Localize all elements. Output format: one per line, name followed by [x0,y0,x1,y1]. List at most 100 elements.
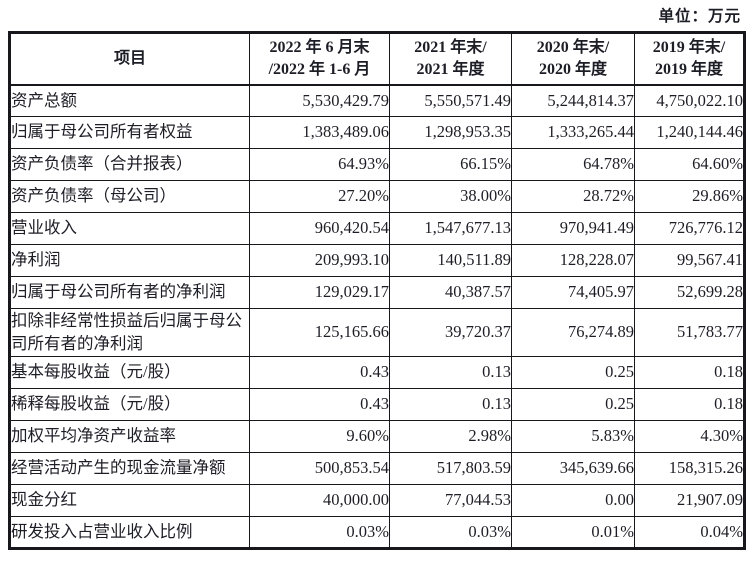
row-label: 资产总额 [9,84,250,117]
cell-value: 517,803.59 [389,452,512,485]
cell-value: 99,567.41 [634,244,745,277]
cell-value: 64.78% [511,148,635,181]
cell-value: 4.30% [634,420,745,453]
unit-label: 单位：万元 [658,8,741,25]
cell-value: 27.20% [249,180,390,213]
cell-value: 77,044.53 [389,484,512,517]
table-row: 资产负债率（合并报表） 64.93% 66.15% 64.78% 64.60% [9,148,745,181]
cell-value: 158,315.26 [634,452,745,485]
cell-value: 38.00% [389,180,512,213]
cell-value: 209,993.10 [249,244,390,277]
row-label: 现金分红 [9,484,250,517]
cell-value: 4,750,022.10 [634,84,745,117]
cell-value: 1,240,144.46 [634,116,745,149]
cell-value: 1,547,677.13 [389,212,512,245]
row-label: 基本每股收益（元/股） [9,356,250,389]
row-label: 归属于母公司所有者权益 [9,116,250,149]
header-line: 2020 年末/ [536,39,610,57]
table-row: 扣除非经常性损益后归属于母公司所有者的净利润 125,165.66 39,720… [9,308,745,357]
cell-value: 0.18 [634,356,745,389]
cell-value: 1,383,489.06 [249,116,390,149]
row-label: 资产负债率（母公司） [9,180,250,213]
row-label: 研发投入占营业收入比例 [9,516,250,549]
cell-value: 1,298,953.35 [389,116,512,149]
cell-value: 960,420.54 [249,212,390,245]
cell-value: 1,333,265.44 [511,116,635,149]
cell-value: 726,776.12 [634,212,745,245]
header-line: 2019 年末/ [652,39,726,57]
financial-summary-table: 项目 2022 年 6 月末 /2022 年 1-6 月 2021 年末/ 20… [8,31,746,550]
header-line: 2019 年度 [654,60,723,78]
cell-value: 39,720.37 [389,308,512,357]
header-period-2021: 2021 年末/ 2021 年度 [389,32,512,86]
cell-value: 74,405.97 [511,276,635,309]
cell-value: 345,639.66 [511,452,635,485]
header-line: 2021 年末/ [414,39,487,57]
cell-value: 5.83% [511,420,635,453]
cell-value: 0.04% [634,516,745,549]
row-label: 归属于母公司所有者的净利润 [9,276,250,309]
table-row: 净利润 209,993.10 140,511.89 128,228.07 99,… [9,244,745,277]
table-row: 研发投入占营业收入比例 0.03% 0.03% 0.01% 0.04% [9,516,745,549]
cell-value: 0.25 [511,356,635,389]
cell-value: 970,941.49 [511,212,635,245]
row-label: 稀释每股收益（元/股） [9,388,250,421]
cell-value: 0.03% [389,516,512,549]
cell-value: 40,387.57 [389,276,512,309]
cell-value: 21,907.09 [634,484,745,517]
table-row: 稀释每股收益（元/股） 0.43 0.13 0.25 0.18 [9,388,745,421]
row-label: 加权平均净资产收益率 [9,420,250,453]
row-label: 扣除非经常性损益后归属于母公司所有者的净利润 [9,308,250,357]
row-label: 资产负债率（合并报表） [9,148,250,181]
cell-value: 0.43 [249,356,390,389]
header-period-2020: 2020 年末/ 2020 年度 [511,32,635,86]
header-period-2019: 2019 年末/ 2019 年度 [634,32,745,86]
table-row: 加权平均净资产收益率 9.60% 2.98% 5.83% 4.30% [9,420,745,453]
header-line: 2022 年 6 月末 [269,39,370,57]
row-label: 净利润 [9,244,250,277]
cell-value: 0.00 [511,484,635,517]
cell-value: 129,029.17 [249,276,390,309]
header-line: 2021 年度 [416,60,485,78]
cell-value: 5,244,814.37 [511,84,635,117]
table-header-row: 项目 2022 年 6 月末 /2022 年 1-6 月 2021 年末/ 20… [9,32,745,86]
header-period-2022: 2022 年 6 月末 /2022 年 1-6 月 [249,32,390,86]
table-row: 营业收入 960,420.54 1,547,677.13 970,941.49 … [9,212,745,245]
header-line: 2020 年度 [538,60,607,78]
cell-value: 0.25 [511,388,635,421]
cell-value: 29.86% [634,180,745,213]
table-row: 资产负债率（母公司） 27.20% 38.00% 28.72% 29.86% [9,180,745,213]
cell-value: 64.60% [634,148,745,181]
cell-value: 5,550,571.49 [389,84,512,117]
cell-value: 51,783.77 [634,308,745,357]
cell-value: 76,274.89 [511,308,635,357]
table-row: 归属于母公司所有者权益 1,383,489.06 1,298,953.35 1,… [9,116,745,149]
cell-value: 0.01% [511,516,635,549]
cell-value: 2.98% [389,420,512,453]
cell-value: 40,000.00 [249,484,390,517]
table-row: 资产总额 5,530,429.79 5,550,571.49 5,244,814… [9,84,745,117]
header-item: 项目 [9,32,250,86]
row-label: 经营活动产生的现金流量净额 [9,452,250,485]
cell-value: 140,511.89 [389,244,512,277]
table-row: 经营活动产生的现金流量净额 500,853.54 517,803.59 345,… [9,452,745,485]
cell-value: 125,165.66 [249,308,390,357]
row-label: 营业收入 [9,212,250,245]
cell-value: 0.03% [249,516,390,549]
cell-value: 0.13 [389,356,512,389]
cell-value: 28.72% [511,180,635,213]
cell-value: 5,530,429.79 [249,84,390,117]
cell-value: 500,853.54 [249,452,390,485]
table-row: 基本每股收益（元/股） 0.43 0.13 0.25 0.18 [9,356,745,389]
cell-value: 52,699.28 [634,276,745,309]
cell-value: 0.43 [249,388,390,421]
cell-value: 9.60% [249,420,390,453]
table-row: 归属于母公司所有者的净利润 129,029.17 40,387.57 74,40… [9,276,745,309]
table-row: 现金分红 40,000.00 77,044.53 0.00 21,907.09 [9,484,745,517]
cell-value: 0.18 [634,388,745,421]
header-line: /2022 年 1-6 月 [268,60,371,78]
cell-value: 66.15% [389,148,512,181]
cell-value: 128,228.07 [511,244,635,277]
cell-value: 64.93% [249,148,390,181]
